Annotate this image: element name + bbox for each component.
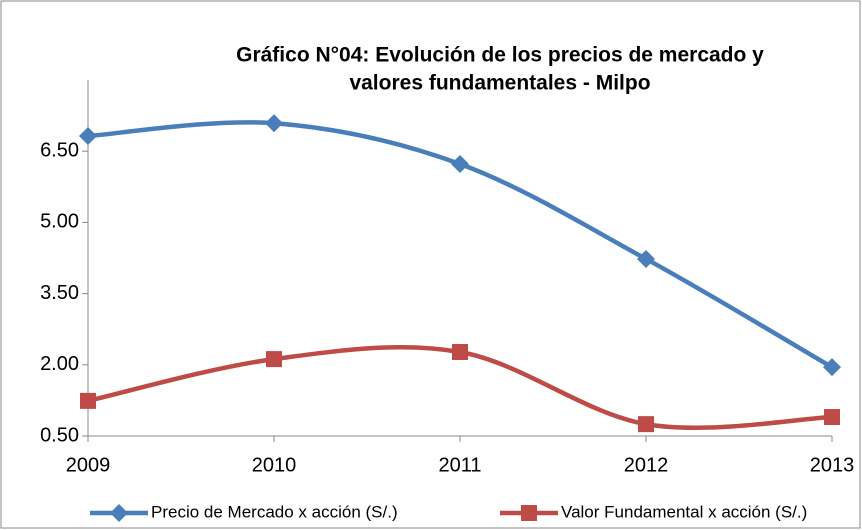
y-tick-label: 0.50 bbox=[40, 424, 79, 446]
marker bbox=[79, 127, 97, 146]
x-tick-label: 2009 bbox=[66, 454, 111, 476]
legend-marker bbox=[110, 504, 128, 522]
x-tick-label: 2012 bbox=[624, 454, 669, 476]
marker bbox=[452, 343, 468, 360]
chart-title: Gráfico N°04: Evolución de los precios d… bbox=[236, 44, 764, 67]
chart-title: valores fundamentales - Milpo bbox=[349, 72, 650, 95]
x-tick-label: 2013 bbox=[810, 454, 855, 476]
marker bbox=[637, 249, 655, 268]
marker bbox=[266, 351, 282, 368]
y-tick-label: 2.00 bbox=[40, 353, 79, 375]
legend-label: Precio de Mercado x acción (S/.) bbox=[151, 502, 398, 521]
legend-marker bbox=[521, 505, 537, 521]
marker bbox=[265, 114, 283, 133]
x-tick-label: 2010 bbox=[252, 454, 297, 476]
marker bbox=[824, 409, 840, 426]
marker bbox=[80, 392, 96, 409]
marker bbox=[451, 155, 469, 174]
x-tick-label: 2011 bbox=[438, 454, 481, 476]
marker bbox=[823, 358, 841, 377]
legend-label: Valor Fundamental x acción (S/.) bbox=[561, 502, 807, 521]
y-tick-label: 5.00 bbox=[40, 211, 79, 233]
marker bbox=[638, 416, 654, 433]
y-tick-label: 3.50 bbox=[40, 282, 79, 304]
y-tick-label: 6.50 bbox=[40, 139, 79, 161]
